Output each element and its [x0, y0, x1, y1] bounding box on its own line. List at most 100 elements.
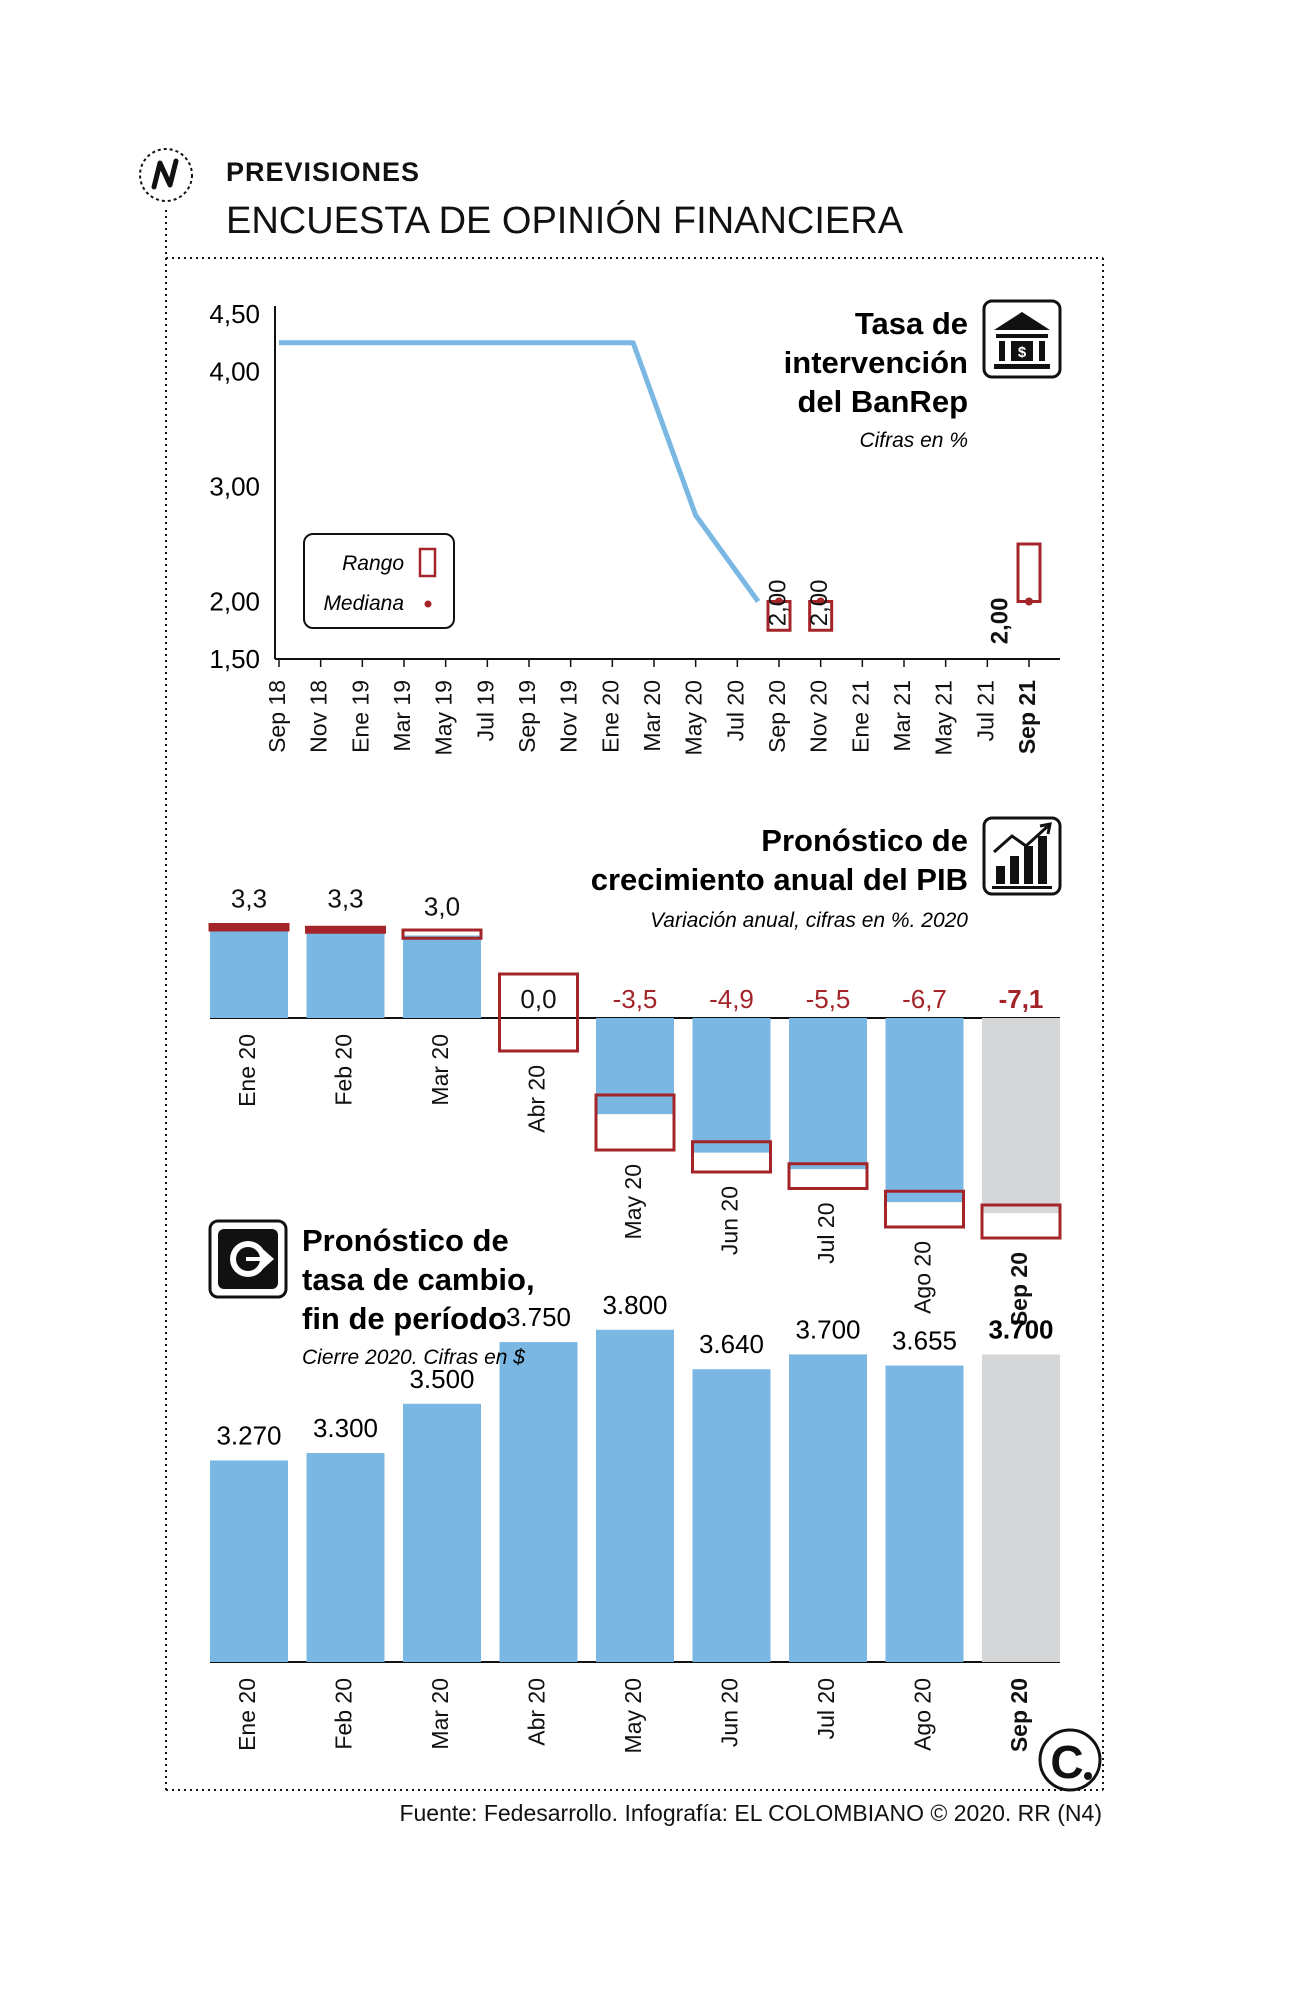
header-kicker: PREVISIONES [226, 157, 421, 187]
chart3-category-label: May 20 [620, 1678, 646, 1753]
chart1-forecast-median [775, 597, 783, 606]
chart1-forecast-label: 2,00 [806, 580, 833, 627]
chart2-range-box [691, 1140, 772, 1174]
chart1-x-tick: Jul 19 [472, 680, 498, 741]
chart2-bar [596, 1018, 674, 1115]
chart2-range-fill [692, 1152, 771, 1172]
chart3-value-label: 3.800 [602, 1290, 667, 1320]
chart1-legend: Rango Mediana [303, 533, 455, 629]
chart1-x-tick: Sep 19 [514, 680, 540, 753]
chart2-bar [885, 1018, 964, 1203]
chart1-x-tick: May 19 [431, 680, 457, 755]
chart2-bar [403, 935, 481, 1018]
chart2-category-label: Feb 20 [331, 1034, 357, 1106]
chart1-x-tick: Ene 21 [847, 680, 873, 753]
chart1-x-tick: Jul 20 [722, 680, 748, 741]
chart1-y-tick: 2,00 [209, 587, 260, 617]
chart1-x-tick: May 21 [931, 680, 957, 755]
chart2-value-label: 3,0 [424, 892, 460, 922]
logo-n-icon [139, 148, 193, 202]
chart3-title-line3: fin de período [302, 1301, 507, 1336]
legend-median-swatch [424, 600, 432, 608]
svg-text:$: $ [1018, 344, 1027, 361]
legend-range-label: Rango [342, 552, 404, 575]
legend-range-swatch [418, 547, 437, 578]
chart2-bar [982, 1018, 1060, 1214]
chart3-bar [789, 1354, 867, 1662]
svg-text:C: C [1050, 1736, 1083, 1788]
chart1-forecast-label: 2,00 [764, 580, 791, 627]
chart2-value-label: -4,9 [709, 984, 754, 1014]
chart3-value-label: 3.640 [699, 1329, 764, 1359]
chart3-bar [210, 1460, 288, 1662]
chart2-category-label: Jun 20 [717, 1186, 743, 1255]
chart2-category-label: Mar 20 [427, 1034, 453, 1106]
chart2-value-label: 3,3 [327, 883, 363, 913]
chart3-value-label: 3.655 [892, 1326, 957, 1356]
chart2-category-label: May 20 [620, 1164, 646, 1239]
chart2-subtitle: Variación anual, cifras en %. 2020 [650, 909, 968, 932]
chart1-x-tick: May 20 [681, 680, 707, 755]
chart1-x-tick: Nov 20 [806, 680, 832, 753]
chart1-x-tick: Mar 21 [889, 680, 915, 752]
chart3-category-label: Feb 20 [331, 1678, 357, 1750]
currency-exchange-icon [208, 1219, 288, 1299]
chart1-y-tick: 4,00 [209, 357, 260, 387]
chart3-category-label: Ago 20 [910, 1678, 936, 1751]
chart2-title-line2: crecimiento anual del PIB [591, 862, 968, 897]
chart2-range-box [401, 928, 483, 940]
chart2-value-label: -6,7 [902, 984, 947, 1014]
chart2-range-box [980, 1203, 1062, 1240]
chart1-title-line1: Tasa de [855, 306, 968, 341]
chart3-title-line1: Pronóstico de [302, 1223, 509, 1258]
chart2-range-box [884, 1189, 965, 1229]
chart3-value-label: 3.300 [313, 1413, 378, 1443]
source-note: Fuente: Fedesarrollo. Infografía: EL COL… [399, 1800, 1102, 1826]
chart2-bar [306, 927, 385, 1018]
chart3-value-label: 3.270 [216, 1420, 281, 1450]
growth-chart-icon [982, 816, 1062, 896]
chart2-range-fill [982, 1213, 1060, 1238]
header-title: ENCUESTA DE OPINIÓN FINANCIERA [226, 200, 904, 242]
chart3-bar [403, 1403, 481, 1662]
chart2-value-label: 3,3 [231, 883, 267, 913]
bank-icon: $ [982, 299, 1062, 379]
chart3-title-line2: tasa de cambio, [302, 1262, 535, 1297]
chart1-x-tick: Mar 19 [389, 680, 415, 752]
chart3-bar [982, 1354, 1060, 1662]
chart1-forecast-median [1025, 597, 1033, 606]
chart3-value-label: 3.700 [795, 1314, 860, 1344]
chart3-bar [596, 1329, 674, 1662]
chart2-value-label: -3,5 [613, 984, 658, 1014]
chart1-y-tick: 1,50 [209, 644, 260, 674]
chart3-bar [499, 1342, 578, 1662]
chart1-x-tick: Sep 18 [264, 680, 290, 753]
chart2-value-label: -7,1 [999, 984, 1044, 1014]
chart2-value-label: 0,0 [520, 984, 556, 1014]
chart2-range-fill [885, 1202, 964, 1227]
chart3-subtitle: Cierre 2020. Cifras en $ [302, 1346, 525, 1369]
chart1-x-tick: Ene 19 [347, 680, 373, 753]
chart2-category-label: Abr 20 [524, 1065, 550, 1133]
chart3-value-label: 3.500 [409, 1364, 474, 1394]
chart1-y-tick: 3,00 [209, 472, 260, 502]
chart2-category-label: Ago 20 [910, 1241, 936, 1314]
chart1-x-tick: Nov 18 [306, 680, 332, 753]
chart3-category-label: Ene 20 [234, 1678, 260, 1751]
chart2-range-box [594, 1093, 676, 1152]
chart2-range-box [787, 1162, 869, 1190]
chart3-category-label: Sep 20 [1006, 1678, 1032, 1752]
chart2-range-box [498, 972, 579, 1053]
chart2-range-box [305, 925, 386, 934]
chart2-bar [210, 927, 288, 1018]
chart3-category-label: Mar 20 [427, 1678, 453, 1750]
chart3-category-label: Jul 20 [813, 1678, 839, 1739]
chart2-range-fill [789, 1169, 867, 1189]
chart1-forecast-range [1016, 542, 1042, 603]
chart2-category-label: Ene 20 [234, 1034, 260, 1107]
chart2-range-fill [596, 1114, 674, 1150]
chart1-y-tick: 4,50 [209, 299, 260, 329]
chart1-forecast-median [816, 597, 825, 606]
